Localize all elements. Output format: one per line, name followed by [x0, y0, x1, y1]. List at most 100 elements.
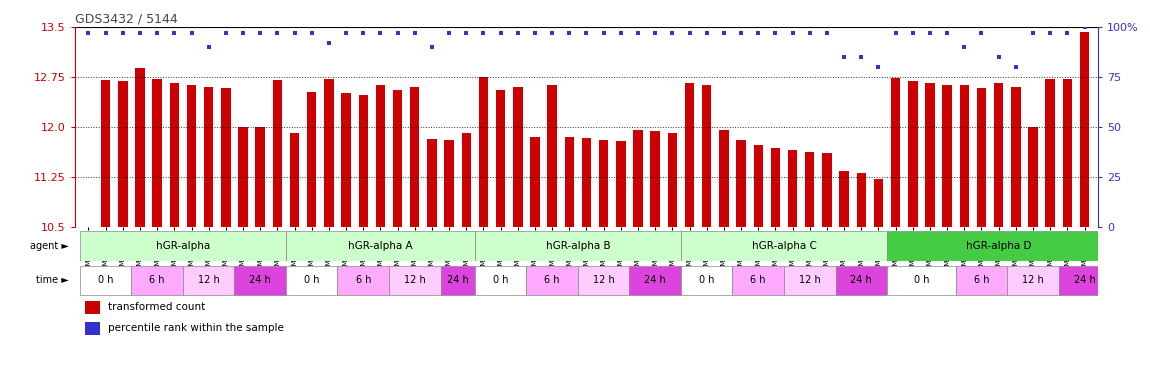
Bar — [153, 79, 162, 227]
Point — [887, 30, 905, 36]
Point — [491, 30, 509, 36]
Point — [560, 30, 578, 36]
Point — [233, 30, 252, 36]
Point — [148, 30, 167, 36]
Text: 6 h: 6 h — [150, 275, 164, 285]
Point — [389, 30, 407, 36]
Text: 0 h: 0 h — [304, 275, 320, 285]
Point — [474, 30, 492, 36]
Point — [114, 30, 132, 36]
Text: 24 h: 24 h — [1074, 275, 1096, 285]
Point — [423, 44, 442, 50]
Bar — [235, 266, 286, 295]
Text: percentile rank within the sample: percentile rank within the sample — [107, 323, 283, 333]
Point — [869, 64, 888, 70]
Bar — [836, 266, 887, 295]
Point — [681, 30, 699, 36]
Bar — [942, 85, 952, 227]
Bar — [204, 87, 214, 227]
Bar — [1059, 266, 1110, 295]
Bar — [461, 133, 472, 227]
Text: 6 h: 6 h — [751, 275, 766, 285]
Point — [1024, 30, 1042, 36]
Text: hGR-alpha A: hGR-alpha A — [348, 241, 413, 251]
Text: 12 h: 12 h — [592, 275, 614, 285]
Bar — [440, 266, 475, 295]
Point — [508, 30, 527, 36]
Point — [714, 30, 733, 36]
Text: 24 h: 24 h — [447, 275, 468, 285]
Point — [956, 44, 974, 50]
Text: 12 h: 12 h — [404, 275, 426, 285]
Text: 0 h: 0 h — [98, 275, 114, 285]
Point — [406, 30, 424, 36]
Bar — [908, 81, 918, 227]
Point — [629, 30, 647, 36]
Text: agent ►: agent ► — [30, 241, 69, 251]
Bar — [822, 153, 831, 227]
Bar — [238, 127, 247, 227]
Bar — [376, 85, 385, 227]
Bar — [719, 130, 729, 227]
Text: 12 h: 12 h — [799, 275, 821, 285]
Bar — [736, 140, 746, 227]
Point — [612, 30, 630, 36]
Point — [904, 30, 922, 36]
Bar — [629, 266, 681, 295]
Text: hGR-alpha B: hGR-alpha B — [545, 241, 611, 251]
Bar — [1028, 127, 1037, 227]
Bar — [959, 86, 969, 227]
Bar — [393, 90, 402, 227]
Point — [1058, 30, 1076, 36]
Point — [731, 30, 750, 36]
Point — [131, 30, 150, 36]
Text: transformed count: transformed count — [107, 302, 205, 312]
Bar — [1063, 79, 1072, 227]
Point — [577, 30, 596, 36]
Point — [543, 30, 561, 36]
Bar — [1080, 32, 1089, 227]
Bar — [857, 173, 866, 227]
Point — [818, 30, 836, 36]
Bar — [547, 85, 557, 227]
Bar — [496, 90, 505, 227]
Bar — [616, 141, 626, 227]
Point — [1006, 64, 1025, 70]
Bar — [733, 266, 784, 295]
Bar — [170, 83, 179, 227]
Bar — [221, 88, 231, 227]
Bar — [956, 266, 1007, 295]
Bar — [1011, 87, 1020, 227]
Bar — [475, 266, 527, 295]
Bar — [784, 266, 836, 295]
Bar — [337, 266, 389, 295]
Bar — [1045, 79, 1055, 227]
Bar — [805, 152, 814, 227]
Bar — [389, 266, 440, 295]
Point — [835, 54, 853, 60]
Point — [938, 30, 957, 36]
Point — [337, 30, 355, 36]
Bar — [753, 146, 762, 227]
Bar — [286, 266, 337, 295]
Bar — [475, 231, 681, 260]
Text: 6 h: 6 h — [355, 275, 371, 285]
Bar — [887, 231, 1110, 260]
Point — [251, 30, 269, 36]
Point — [749, 30, 767, 36]
Point — [268, 30, 286, 36]
Bar — [286, 231, 475, 260]
Bar — [926, 83, 935, 227]
Point — [989, 54, 1007, 60]
Bar — [530, 137, 539, 227]
Text: time ►: time ► — [37, 275, 69, 285]
Bar — [79, 266, 131, 295]
Text: 12 h: 12 h — [198, 275, 220, 285]
Bar — [444, 140, 454, 227]
Point — [783, 30, 802, 36]
Bar — [994, 83, 1003, 227]
Bar — [681, 231, 887, 260]
Point — [166, 30, 184, 36]
Point — [766, 30, 784, 36]
Bar — [651, 131, 660, 227]
